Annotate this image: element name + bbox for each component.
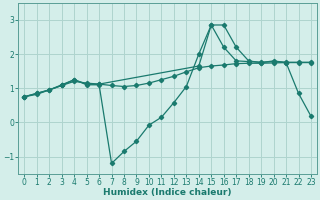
X-axis label: Humidex (Indice chaleur): Humidex (Indice chaleur) (103, 188, 232, 197)
